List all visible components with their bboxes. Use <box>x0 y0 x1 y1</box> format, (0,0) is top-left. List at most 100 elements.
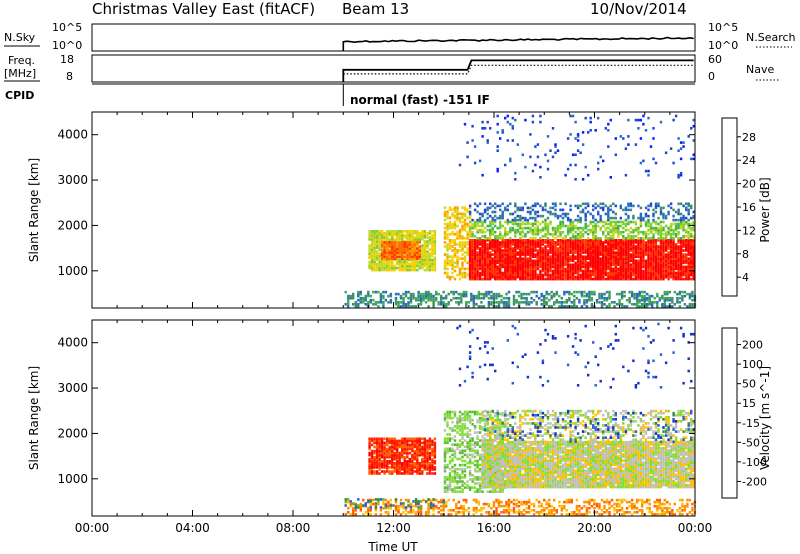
power-cell <box>649 239 653 242</box>
velocity-cell <box>398 470 401 473</box>
power-cell <box>629 259 633 263</box>
power-cell <box>409 301 413 304</box>
power-cell <box>519 214 522 218</box>
power-cell <box>692 267 695 271</box>
velocity-cell <box>375 457 379 461</box>
power-cell <box>569 263 572 267</box>
power-cell <box>393 245 396 248</box>
power-cell <box>556 249 560 252</box>
power-cell <box>599 202 602 206</box>
velocity-cell <box>666 506 669 510</box>
power-cell <box>424 294 428 298</box>
power-cell <box>674 222 678 226</box>
power-cell <box>551 155 555 159</box>
power-cell <box>656 303 659 306</box>
velocity-cell <box>492 500 496 504</box>
power-cell <box>473 257 477 260</box>
power-cell <box>566 257 570 260</box>
power-cell <box>545 292 548 296</box>
power-cell <box>398 234 401 237</box>
power-cell <box>592 263 595 267</box>
power-cell <box>401 268 404 272</box>
velocity-cell <box>388 449 391 453</box>
power-cell <box>471 230 474 234</box>
power-cell <box>563 290 566 294</box>
power-cell <box>619 273 622 277</box>
power-cell <box>496 167 499 171</box>
power-cell <box>597 263 600 267</box>
power-cell <box>614 251 617 254</box>
power-cell <box>546 261 550 265</box>
power-cell <box>664 224 668 228</box>
power-cell <box>564 275 567 279</box>
velocity-cell <box>398 443 401 447</box>
velocity-cell <box>396 449 399 453</box>
power-cell <box>551 277 555 281</box>
power-cell <box>664 232 668 236</box>
power-cell <box>662 261 665 265</box>
power-cell <box>411 243 414 246</box>
power-cell <box>486 141 489 144</box>
power-cell <box>531 232 535 236</box>
power-cell <box>599 220 602 224</box>
power-cell <box>473 224 477 228</box>
power-cell <box>589 129 592 132</box>
power-cell <box>529 212 532 216</box>
power-cell <box>632 214 635 218</box>
power-cell <box>647 263 650 267</box>
power-cell <box>491 249 494 252</box>
power-cell <box>501 235 504 238</box>
power-cell <box>624 208 628 212</box>
velocity-cell <box>532 513 536 516</box>
power-cell <box>637 253 640 256</box>
power-cell <box>576 149 580 152</box>
power-cell <box>669 228 673 232</box>
power-cell <box>428 238 432 241</box>
velocity-cell <box>573 511 576 514</box>
power-cell <box>499 263 502 267</box>
power-cell <box>446 224 449 228</box>
power-cell <box>587 239 590 242</box>
power-cell <box>654 271 658 275</box>
power-cell <box>566 267 570 271</box>
power-cell <box>687 224 690 228</box>
power-cell <box>691 303 694 306</box>
power-cell <box>679 239 683 242</box>
power-cell <box>521 257 524 260</box>
velocity-cell <box>373 466 376 469</box>
power-cell <box>679 220 683 224</box>
power-cell <box>559 277 562 281</box>
power-cell <box>544 218 547 222</box>
power-cell <box>692 239 695 242</box>
power-cell <box>637 263 640 267</box>
power-cell <box>428 268 432 272</box>
velocity-cell <box>359 504 362 508</box>
velocity-cell <box>375 439 379 443</box>
power-cell <box>494 269 497 273</box>
power-cell <box>468 273 472 277</box>
velocity-cell <box>550 511 553 514</box>
power-cell <box>388 262 391 266</box>
power-cell <box>691 290 694 294</box>
power-cell <box>687 239 690 242</box>
power-cell <box>391 255 394 258</box>
power-cell <box>646 305 649 308</box>
power-cell <box>456 255 459 258</box>
velocity-cell <box>368 441 371 445</box>
power-cell <box>677 241 680 244</box>
power-cell <box>386 241 389 244</box>
power-cell <box>620 294 624 298</box>
power-cell <box>569 237 572 240</box>
power-cell <box>642 251 645 254</box>
power-cell <box>465 301 468 304</box>
power-cell <box>644 259 648 263</box>
power-cell <box>570 292 573 296</box>
power-cell <box>607 249 610 252</box>
power-cell <box>524 218 527 222</box>
power-cell <box>521 277 524 281</box>
power-cell <box>548 305 551 308</box>
velocity-region-1 <box>344 498 445 509</box>
power-cell <box>373 236 376 239</box>
power-cell <box>417 292 420 296</box>
power-cell <box>504 208 507 212</box>
